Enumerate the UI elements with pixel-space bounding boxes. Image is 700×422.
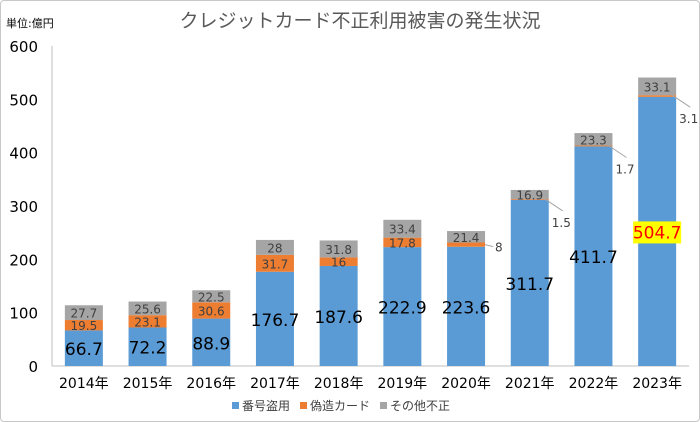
data-label-series-2: 25.6: [134, 302, 161, 316]
data-label-series-2: 27.7: [70, 307, 97, 321]
x-tick-label: 2014年: [59, 376, 109, 392]
legend-label: その他不正: [390, 399, 450, 413]
bar-segment-0: [383, 247, 422, 366]
x-tick-label: 2018年: [314, 376, 364, 392]
bar-segment-0: [64, 330, 103, 366]
data-label-series-0: 222.9: [378, 299, 427, 319]
x-tick-label: 2017年: [250, 376, 300, 392]
y-tick-label: 200: [9, 251, 38, 269]
bar-segment-2: [255, 239, 294, 255]
data-label-series-0: 88.9: [192, 334, 230, 354]
x-tick-label: 2015年: [123, 376, 173, 392]
data-label-series-2: 28: [267, 241, 282, 255]
y-tick-label: 0: [28, 358, 38, 376]
bar-segment-1: [510, 198, 549, 200]
x-tick-label: 2023年: [632, 376, 682, 392]
data-label-series-2: 21.4: [453, 231, 480, 245]
bar-segment-1: [255, 254, 294, 272]
data-label-series-1: 23.1: [134, 315, 161, 329]
leader-line: [671, 94, 691, 108]
legend-swatch: [300, 402, 307, 409]
legend-swatch: [380, 402, 387, 409]
highlight-box: [633, 221, 682, 244]
y-tick-label: 100: [9, 305, 38, 323]
legend-label: 偽造カード: [310, 399, 370, 413]
data-label-series-2: 16.9: [516, 188, 543, 202]
bar-segment-1: [638, 95, 677, 97]
data-label-series-2: 23.3: [580, 133, 607, 147]
chart-title: クレジットカード不正利用被害の発生状況: [179, 10, 540, 32]
data-label-series-0: 311.7: [505, 275, 554, 295]
data-label-series-0: 223.6: [442, 298, 491, 318]
bar-segment-2: [192, 290, 231, 303]
bar-segment-2: [64, 305, 103, 321]
y-tick-label: 300: [9, 198, 38, 216]
bar-segment-1: [128, 315, 167, 328]
bar-segment-1: [383, 237, 422, 248]
data-label-series-1: 8: [495, 241, 503, 255]
bar-segment-0: [447, 246, 486, 366]
bar-segment-2: [638, 77, 677, 96]
bar-segment-1: [192, 302, 231, 319]
bar-segment-0: [255, 271, 294, 366]
bar-segment-0: [192, 318, 231, 366]
bar-segment-2: [319, 240, 358, 258]
data-label-series-1: 17.8: [389, 236, 416, 250]
data-label-series-0: 66.7: [65, 340, 103, 360]
data-label-series-1: 1.7: [615, 163, 634, 177]
x-tick-label: 2019年: [378, 376, 428, 392]
data-label-series-1: 3.1: [679, 112, 698, 126]
data-label-series-1: 16: [331, 256, 346, 270]
bar-segment-1: [64, 320, 103, 331]
bar-segment-2: [128, 301, 167, 316]
legend-label: 番号盗用: [242, 398, 290, 413]
bar-segment-2: [510, 189, 549, 199]
leader-line: [608, 145, 627, 158]
data-label-series-0: 72.2: [129, 339, 167, 359]
data-label-series-2: 31.8: [325, 243, 352, 257]
x-tick-label: 2021年: [505, 376, 555, 392]
bar-segment-2: [574, 133, 613, 146]
leader-line: [484, 244, 494, 248]
unit-label: 単位:億円: [6, 16, 54, 30]
bar-segment-1: [574, 145, 613, 147]
bar-segment-0: [128, 327, 167, 366]
bar-segment-0: [574, 146, 613, 366]
data-label-series-1: 31.7: [262, 257, 289, 271]
data-label-series-0: 504.7: [633, 223, 682, 243]
y-tick-label: 400: [9, 145, 38, 163]
data-label-series-0: 411.7: [569, 248, 618, 268]
data-label-series-1: 19.5: [70, 319, 97, 333]
bar-segment-2: [383, 219, 422, 238]
leader-line: [544, 198, 564, 212]
y-tick-label: 500: [9, 91, 38, 109]
x-tick-label: 2016年: [186, 376, 236, 392]
data-label-series-0: 187.6: [314, 308, 363, 328]
bar-segment-0: [510, 199, 549, 366]
x-tick-label: 2022年: [569, 376, 619, 392]
bar-segment-2: [447, 231, 486, 243]
x-tick-label: 2020年: [441, 376, 491, 392]
y-tick-label: 600: [9, 38, 38, 56]
data-label-series-2: 22.5: [198, 290, 225, 304]
data-label-series-0: 176.7: [251, 311, 300, 331]
bar-segment-0: [319, 265, 358, 366]
data-label-series-2: 33.1: [644, 80, 671, 94]
data-label-series-1: 30.6: [198, 304, 225, 318]
bar-segment-1: [319, 257, 358, 266]
bar-segment-1: [447, 242, 486, 247]
data-label-series-2: 33.4: [389, 223, 416, 237]
data-label-series-1: 1.5: [552, 216, 571, 230]
legend-swatch: [232, 402, 239, 409]
